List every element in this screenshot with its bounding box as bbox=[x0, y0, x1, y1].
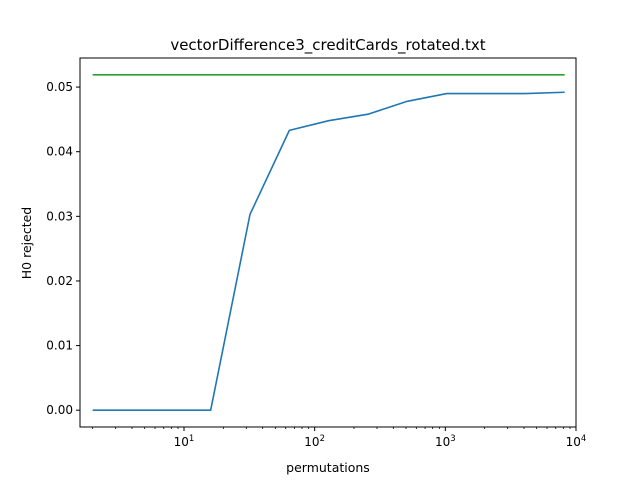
series-line-1 bbox=[92, 91, 565, 412]
y-tick-label: 0.03 bbox=[46, 209, 73, 223]
y-tick-label: 0.02 bbox=[46, 274, 73, 288]
x-tick-label: 101 bbox=[174, 434, 195, 449]
y-tick-label: 0.04 bbox=[46, 145, 73, 159]
series-layer bbox=[92, 74, 565, 412]
y-axis-label: H0 rejected bbox=[19, 207, 34, 279]
x-tick-label: 102 bbox=[304, 434, 325, 449]
plot-area-frame bbox=[79, 57, 577, 428]
chart-title: vectorDifference3_creditCards_rotated.tx… bbox=[170, 36, 485, 55]
x-tick-label: 103 bbox=[435, 434, 456, 449]
y-tick-label: 0.00 bbox=[46, 403, 73, 417]
x-tick-label: 104 bbox=[566, 434, 587, 449]
x-axis-label: permutations bbox=[286, 460, 370, 475]
x-axis-ticks: 101 102 103 104 bbox=[92, 427, 587, 449]
y-axis-ticks: 0.00 0.01 0.02 0.03 0.04 0.05 bbox=[46, 80, 80, 417]
y-tick-label: 0.01 bbox=[46, 339, 73, 353]
y-tick-label: 0.05 bbox=[46, 80, 73, 94]
